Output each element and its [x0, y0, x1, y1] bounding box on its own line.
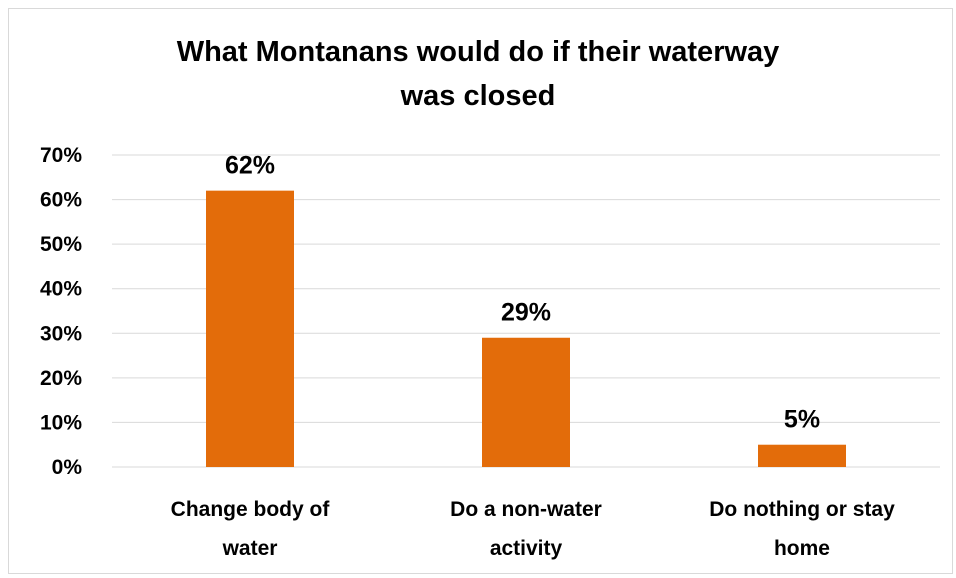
y-tick-label: 70%	[40, 144, 82, 167]
data-label: 62%	[225, 152, 275, 180]
chart-title: What Montanans would do if their waterwa…	[0, 30, 956, 118]
y-tick-label: 50%	[40, 233, 82, 256]
y-tick-label: 40%	[40, 278, 82, 301]
y-tick-label: 60%	[40, 189, 82, 212]
bar	[206, 190, 294, 467]
category-label: water	[222, 537, 278, 560]
y-tick-label: 20%	[40, 367, 82, 390]
chart-title-line-2: was closed	[400, 80, 556, 112]
category-label: Do nothing or stay	[709, 498, 895, 521]
data-label: 29%	[501, 299, 551, 327]
bar	[758, 444, 846, 467]
chart-frame	[8, 8, 953, 574]
category-label: Do a non-water	[450, 498, 602, 521]
y-tick-label: 0%	[52, 456, 83, 479]
y-tick-label: 30%	[40, 322, 82, 345]
y-tick-label: 10%	[40, 411, 82, 434]
category-label: home	[774, 537, 830, 560]
category-label: Change body of	[171, 498, 331, 521]
bar	[482, 337, 570, 467]
category-label: activity	[490, 537, 563, 560]
chart-title-line-1: What Montanans would do if their waterwa…	[176, 36, 780, 68]
data-label: 5%	[784, 406, 820, 434]
